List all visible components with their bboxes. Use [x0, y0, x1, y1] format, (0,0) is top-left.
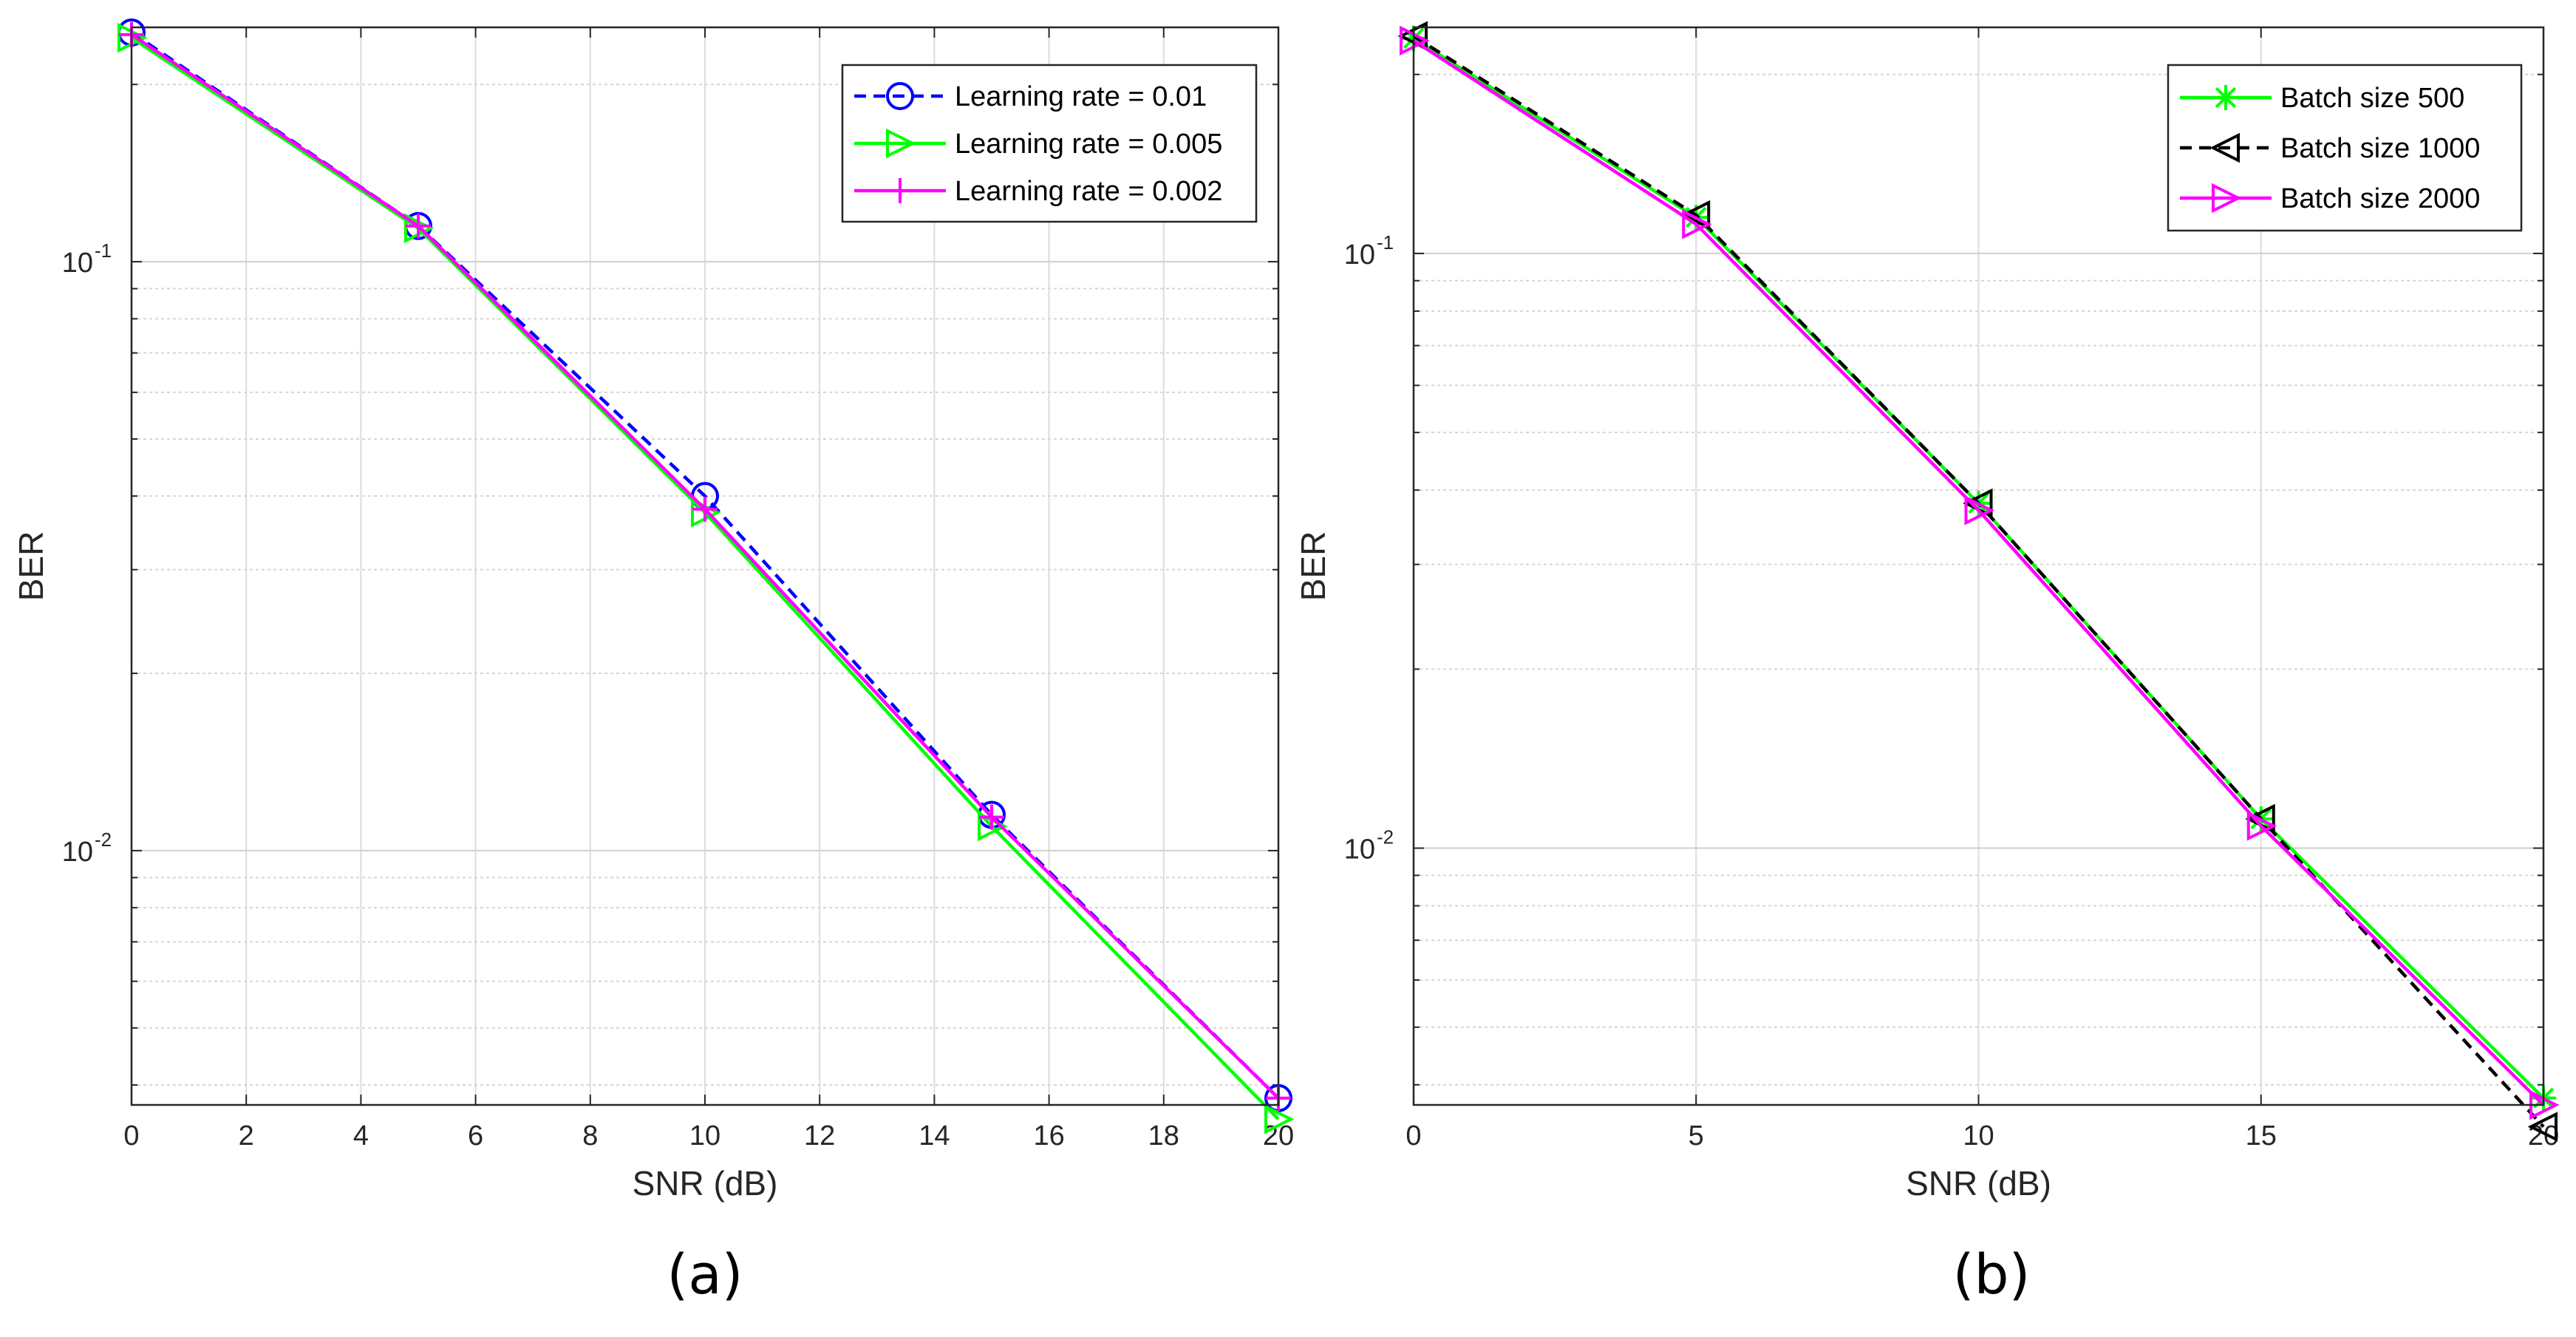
series-group-a	[117, 18, 1295, 1134]
legend-entry: Batch size 2000	[2180, 183, 2480, 214]
legend-label: Batch size 2000	[2280, 183, 2480, 214]
x-tick-label: 4	[353, 1120, 369, 1151]
y-tick-label-exponent: -2	[1377, 826, 1394, 848]
x-axis-label: SNR (dB)	[1906, 1164, 2051, 1202]
x-tick-label: 10	[1963, 1120, 1994, 1151]
series-group-b	[1397, 21, 2560, 1142]
y-tick-label-base: 10	[1344, 834, 1375, 865]
y-tick-label-exponent: -1	[1377, 231, 1394, 254]
series-b-2-point-3	[2246, 811, 2277, 841]
legend-a-marker-point-1	[886, 128, 916, 159]
y-axis-label: BER	[12, 531, 50, 602]
x-tick-label: 18	[1148, 1120, 1179, 1151]
legend-label: Learning rate = 0.01	[955, 81, 1207, 112]
series-a-2-point-3	[979, 804, 1004, 830]
y-tick-label-base: 10	[1344, 239, 1375, 271]
x-tick-label: 2	[239, 1120, 254, 1151]
legend-label: Batch size 1000	[2280, 133, 2480, 164]
x-axis-label: SNR (dB)	[633, 1164, 778, 1202]
legend-b: Batch size 500 Batch size 1000 Batch size …	[2167, 64, 2523, 232]
x-tick-label: 5	[1689, 1120, 1704, 1151]
axes-box-b	[1412, 26, 2545, 1106]
x-tick-label: 6	[468, 1120, 483, 1151]
legend-entry: Batch size 500	[2180, 83, 2464, 114]
x-tick-label: 8	[582, 1120, 598, 1151]
series-b-2-point-2	[1964, 495, 1994, 525]
y-tick-label-base: 10	[62, 837, 93, 868]
x-tick-label: 0	[1405, 1120, 1421, 1151]
legend-b-marker-point-1	[2209, 132, 2240, 163]
legend-label: Batch size 500	[2280, 83, 2464, 114]
series-b-2-point-1	[1682, 209, 1712, 239]
panel-label-b: (b)	[1953, 1243, 2031, 1307]
series-a-2-point-2	[692, 496, 718, 522]
legend-b-marker-point-2	[2212, 183, 2242, 214]
x-tick-label: 10	[689, 1120, 720, 1151]
x-tick-label: 14	[919, 1120, 950, 1151]
legend-a-marker-point-0	[886, 82, 914, 110]
legend-b-marker-point-0	[2213, 85, 2238, 110]
y-tick-label-exponent: -2	[95, 829, 112, 851]
x-tick-label: 12	[804, 1120, 835, 1151]
legend-entry: Learning rate = 0.005	[854, 128, 1222, 160]
legend-entry: Learning rate = 0.002	[854, 176, 1222, 207]
x-tick-label: 15	[2246, 1120, 2277, 1151]
legend-entry: Batch size 1000	[2180, 132, 2480, 164]
series-a-2-point-1	[406, 213, 431, 239]
legend-a-marker-point-2	[887, 178, 913, 203]
legend-label: Learning rate = 0.005	[955, 129, 1222, 160]
series-line	[1412, 39, 2545, 1106]
x-tick-label: 16	[1033, 1120, 1064, 1151]
series-b-1-point-1	[1680, 200, 1711, 231]
y-tick-label-exponent: -1	[95, 239, 112, 262]
x-tick-label: 0	[123, 1120, 139, 1151]
series-b-1-point-4	[2527, 1112, 2558, 1142]
legend-entry: Learning rate = 0.01	[854, 81, 1207, 112]
y-axis-label: BER	[1294, 531, 1332, 602]
legend-label: Learning rate = 0.002	[955, 176, 1222, 207]
legend-a: Learning rate = 0.01 Learning rate = 0.00…	[841, 64, 1258, 223]
series-a-1-point-4	[1264, 1103, 1295, 1134]
axes-box-a	[130, 26, 1280, 1106]
panel-label-a: (a)	[667, 1243, 743, 1307]
y-tick-label-base: 10	[62, 248, 93, 279]
